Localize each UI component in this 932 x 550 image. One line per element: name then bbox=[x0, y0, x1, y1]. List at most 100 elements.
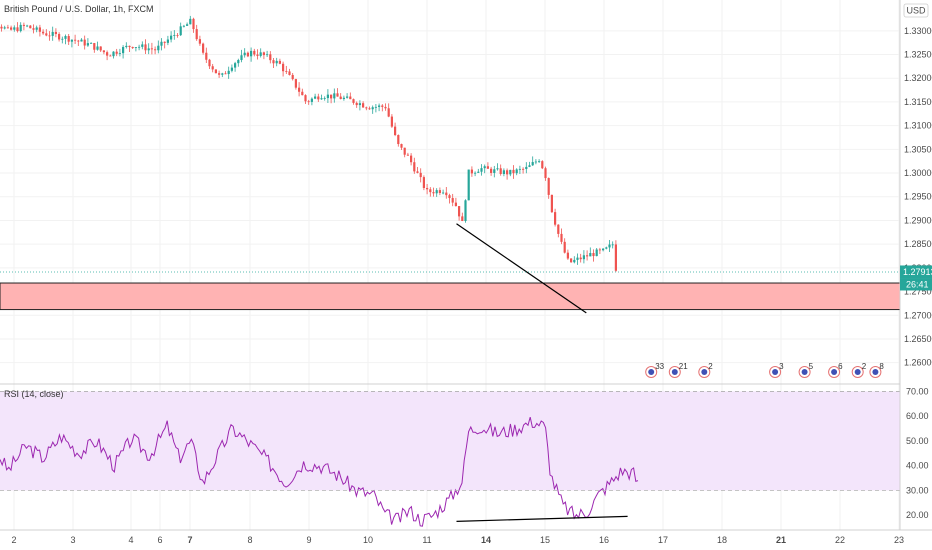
candle-body bbox=[109, 55, 112, 57]
candle-body bbox=[102, 50, 105, 53]
event-badges[interactable]: 332123562816517742 bbox=[645, 362, 932, 378]
candle-body bbox=[35, 27, 38, 30]
candle-body bbox=[237, 60, 240, 64]
candle-body bbox=[202, 43, 205, 53]
support-zone[interactable] bbox=[0, 282, 901, 311]
candle-body bbox=[442, 192, 445, 194]
candle-body bbox=[320, 98, 323, 100]
candle-body bbox=[490, 168, 493, 173]
rsi-legend[interactable]: RSI (14, close) bbox=[4, 389, 64, 399]
candle-body bbox=[381, 105, 384, 107]
rsi-axis-bg[interactable] bbox=[900, 384, 932, 530]
candle-body bbox=[93, 43, 96, 50]
rsi-axis-ticks: 70.00 60.00 50.00 40.00 30.00 20.00 bbox=[906, 386, 929, 520]
candle-body bbox=[333, 93, 336, 99]
price-tick-label: 1.27000 bbox=[904, 310, 932, 320]
event-count: 8 bbox=[879, 362, 884, 371]
candle-body bbox=[32, 28, 35, 30]
candle-body bbox=[346, 96, 349, 98]
candle-body bbox=[112, 51, 115, 57]
event-badge: 6 bbox=[828, 362, 843, 378]
event-badge: 3 bbox=[769, 362, 784, 378]
price-tick-label: 1.27500 bbox=[904, 287, 932, 297]
candle-body bbox=[250, 50, 253, 57]
time-tick-label: 17 bbox=[658, 535, 668, 545]
candle-body bbox=[515, 169, 518, 174]
candle-body bbox=[61, 38, 64, 40]
chart-title[interactable]: British Pound / U.S. Dollar, 1h, FXCM bbox=[4, 4, 154, 14]
candle-body bbox=[522, 168, 525, 170]
candle-body bbox=[10, 27, 13, 30]
candle-body bbox=[141, 44, 144, 47]
candle-body bbox=[150, 48, 153, 50]
candle-body bbox=[387, 108, 390, 117]
candle-body bbox=[80, 39, 83, 42]
candle-body bbox=[496, 168, 499, 170]
candle-body bbox=[227, 70, 230, 75]
rsi-tick-label: 40.00 bbox=[906, 461, 929, 471]
rsi-band bbox=[0, 391, 900, 491]
candle-body bbox=[106, 52, 109, 56]
candle-body bbox=[38, 27, 41, 32]
candle-body bbox=[538, 161, 541, 162]
candle-body bbox=[416, 171, 419, 173]
candle-body bbox=[86, 43, 89, 46]
last-price-tag: 1.27913 26:41 bbox=[900, 265, 932, 291]
candle-body bbox=[115, 51, 118, 54]
price-tick-label: 1.26000 bbox=[904, 358, 932, 368]
candle-body bbox=[285, 71, 288, 73]
candle-body bbox=[42, 31, 45, 34]
candle-body bbox=[525, 166, 528, 170]
event-badge: 33 bbox=[645, 362, 665, 378]
candle-body bbox=[272, 60, 275, 64]
candle-body bbox=[595, 249, 598, 257]
price-tick-label: 1.29500 bbox=[904, 192, 932, 202]
candle-body bbox=[528, 165, 531, 167]
candle-body bbox=[179, 26, 182, 36]
candle-body bbox=[448, 195, 451, 199]
candle-body bbox=[477, 171, 480, 173]
candle-body bbox=[186, 24, 189, 26]
time-tick-label: 9 bbox=[306, 535, 311, 545]
candle-body bbox=[557, 224, 560, 234]
candle-body bbox=[531, 162, 534, 166]
price-tick-label: 1.26500 bbox=[904, 334, 932, 344]
candle-body bbox=[512, 169, 515, 174]
candle-body bbox=[230, 67, 233, 71]
candle-body bbox=[563, 241, 566, 253]
flag-icon-inner bbox=[701, 369, 708, 375]
candle-body bbox=[464, 200, 467, 222]
event-count: 6 bbox=[838, 362, 843, 371]
candle-body bbox=[125, 45, 128, 48]
rsi-tick-label: 30.00 bbox=[906, 485, 929, 495]
candle-body bbox=[211, 66, 214, 70]
candle-body bbox=[154, 49, 157, 51]
price-tick-label: 1.32000 bbox=[904, 73, 932, 83]
time-axis-bg[interactable] bbox=[0, 530, 932, 550]
candle-body bbox=[48, 35, 51, 37]
candle-body bbox=[570, 258, 573, 263]
candle-body bbox=[13, 27, 16, 30]
time-tick-label: 23 bbox=[894, 535, 904, 545]
candle-body bbox=[579, 257, 582, 260]
candle-body bbox=[317, 96, 320, 100]
rsi-trendline[interactable] bbox=[456, 515, 628, 522]
flag-icon-inner bbox=[772, 369, 779, 375]
candle-body bbox=[352, 99, 355, 103]
time-tick-label: 10 bbox=[363, 535, 373, 545]
candle-body bbox=[298, 87, 301, 92]
candle-body bbox=[480, 168, 483, 172]
candle-body bbox=[218, 73, 221, 75]
candle-body bbox=[378, 105, 381, 107]
currency-label[interactable]: USD bbox=[903, 3, 929, 18]
price-axis-ticks: 1.33000 1.32500 1.32000 1.31500 1.31000 1.305… bbox=[904, 26, 932, 368]
price-trendline[interactable] bbox=[456, 223, 587, 314]
candle-body bbox=[326, 94, 329, 99]
price-axis-bg[interactable] bbox=[900, 0, 932, 384]
candle-body bbox=[589, 253, 592, 257]
candle-body bbox=[269, 54, 272, 61]
candle-body bbox=[461, 216, 464, 222]
candle-body bbox=[138, 46, 141, 48]
candle-body bbox=[323, 98, 326, 99]
